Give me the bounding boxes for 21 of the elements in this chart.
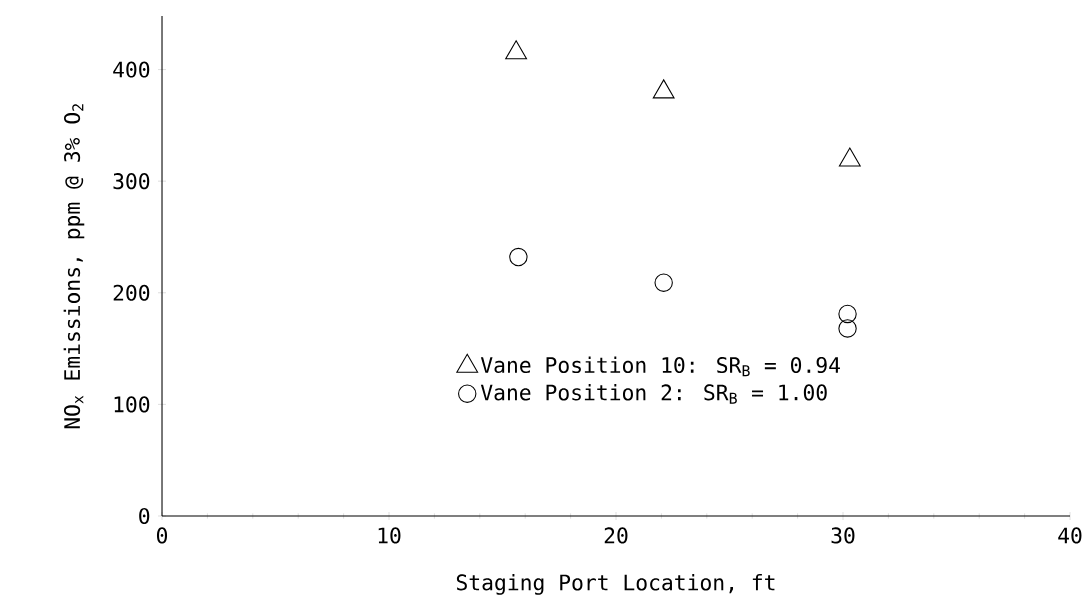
x-tick-label: 20	[604, 527, 628, 544]
y-tick-label: 400	[113, 61, 150, 78]
y-tick-label: 100	[114, 396, 150, 413]
point	[838, 147, 861, 167]
x-tick-label: 0	[156, 527, 168, 544]
x-axis-title: Staging Port Location, ft	[456, 573, 775, 595]
point	[505, 40, 528, 60]
legend-label: Vane Position 2: SR$_{B}$ = 1.00	[480, 384, 827, 404]
point	[509, 247, 528, 267]
point	[838, 319, 857, 338]
y-tick-label: 0	[139, 507, 150, 525]
point	[838, 304, 857, 324]
x-tick-label: 40	[1058, 527, 1082, 544]
y-tick-label: 300	[113, 173, 150, 190]
x-tick-label: 10	[378, 527, 401, 544]
point	[652, 79, 675, 99]
y-axis-title: NO$_{x}$ Emissions, ppm @ 3% O$_{2}$	[63, 104, 85, 429]
point	[654, 273, 673, 292]
x-tick-label: 30	[831, 527, 855, 544]
legend-label: Vane Position 10: SR$_{B}$ = 0.94	[480, 356, 840, 377]
y-tick-label: 200	[113, 284, 150, 301]
